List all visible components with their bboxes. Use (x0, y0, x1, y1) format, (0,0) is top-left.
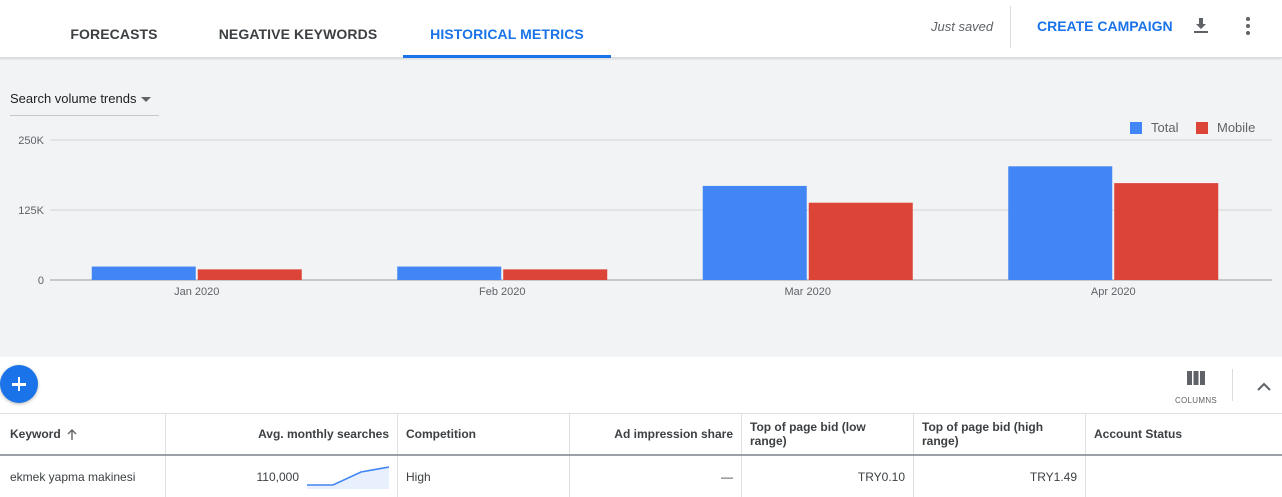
cell-avg-searches: 110,000 (166, 456, 398, 497)
y-tick-label: 250K (18, 135, 44, 147)
active-tab-indicator (403, 55, 611, 58)
caret-down-icon (141, 97, 151, 102)
col-header-impression-share[interactable]: Ad impression share (570, 414, 742, 454)
x-tick-label: Mar 2020 (785, 286, 831, 298)
keyword-table: Keyword Avg. monthly searches Competitio… (0, 413, 1282, 497)
col-header-keyword[interactable]: Keyword (0, 414, 166, 454)
col-header-bid-high[interactable]: Top of page bid (high range) (914, 414, 1086, 454)
cell-competition: High (398, 456, 570, 497)
col-header-bid-low[interactable]: Top of page bid (low range) (742, 414, 914, 454)
chevron-up-icon[interactable] (1256, 379, 1272, 391)
add-icon[interactable] (0, 365, 38, 403)
trend-sparkline (307, 465, 389, 489)
x-tick-label: Feb 2020 (479, 286, 525, 298)
columns-label: COLUMNS (1174, 396, 1218, 405)
bar-mobile-jan-2020 (197, 269, 302, 280)
chart-type-dropdown[interactable]: Search volume trends (10, 90, 159, 116)
col-header-competition[interactable]: Competition (398, 414, 570, 454)
avg-searches-value: 110,000 (256, 469, 300, 484)
col-header-account-status[interactable]: Account Status (1094, 427, 1183, 441)
table-toolbar: COLUMNS (0, 357, 1282, 414)
legend-label-total: Total (1151, 120, 1179, 135)
bar-mobile-feb-2020 (503, 269, 608, 280)
bar-total-mar-2020 (702, 185, 807, 280)
sort-ascending-icon (67, 428, 77, 440)
x-tick-label: Apr 2020 (1091, 286, 1136, 298)
table-header: Keyword Avg. monthly searches Competitio… (0, 414, 1282, 456)
bar-total-feb-2020 (397, 266, 502, 280)
save-status: Just saved (931, 19, 994, 34)
legend-label-mobile: Mobile (1217, 120, 1256, 135)
x-tick-label: Jan 2020 (174, 286, 219, 298)
legend-swatch-total (1130, 122, 1142, 134)
header-divider (1010, 6, 1011, 48)
cell-bid-high: TRY1.49 (914, 456, 1086, 497)
legend-swatch-mobile (1196, 122, 1208, 134)
bar-mobile-apr-2020 (1114, 183, 1219, 280)
bar-total-apr-2020 (1008, 166, 1113, 280)
cell-bid-low: TRY0.10 (742, 456, 914, 497)
col-header-avg-searches[interactable]: Avg. monthly searches (166, 414, 398, 454)
y-tick-label: 0 (38, 275, 44, 287)
tab-forecasts[interactable]: FORECASTS (70, 26, 158, 42)
col-header-keyword-label: Keyword (10, 427, 61, 441)
y-tick-label: 125K (18, 205, 44, 217)
columns-button[interactable]: COLUMNS (1172, 369, 1220, 409)
tab-historical-metrics[interactable]: HISTORICAL METRICS (403, 0, 611, 58)
toolbar-divider (1232, 369, 1233, 401)
bar-mobile-mar-2020 (808, 202, 913, 280)
columns-icon (1187, 371, 1205, 385)
search-volume-chart: 0 125K 250K Jan 2020 Feb 2020 Mar 2020 Apr 202… (18, 135, 1272, 298)
cell-account-status (1086, 456, 1282, 497)
tab-negative-keywords[interactable]: NEGATIVE KEYWORDS (218, 26, 378, 42)
chart-type-value: Search volume trends (10, 91, 137, 106)
more-vert-icon[interactable] (1240, 15, 1256, 37)
cell-keyword: ekmek yapma makinesi (0, 456, 166, 497)
cell-impression-share: — (570, 456, 742, 497)
tab-historical-metrics-label: HISTORICAL METRICS (430, 26, 584, 42)
table-row[interactable]: ekmek yapma makinesi 110,000 High — TRY0… (0, 456, 1282, 497)
create-campaign-button[interactable]: CREATE CAMPAIGN (1037, 18, 1173, 34)
download-icon[interactable] (1191, 16, 1211, 36)
bar-total-jan-2020 (91, 266, 196, 280)
top-bar: FORECASTS NEGATIVE KEYWORDS HISTORICAL M… (0, 0, 1282, 58)
